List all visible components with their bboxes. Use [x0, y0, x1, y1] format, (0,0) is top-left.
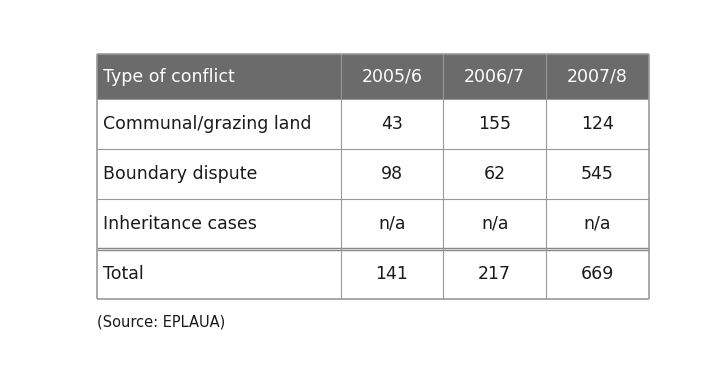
- Text: Boundary dispute: Boundary dispute: [103, 165, 257, 183]
- Bar: [97, 199, 648, 249]
- Text: n/a: n/a: [378, 215, 406, 233]
- Text: Inheritance cases: Inheritance cases: [103, 215, 257, 233]
- Text: 2007/8: 2007/8: [567, 68, 628, 86]
- Text: 545: 545: [581, 165, 614, 183]
- Text: 155: 155: [478, 115, 511, 133]
- Text: n/a: n/a: [481, 215, 508, 233]
- Text: 98: 98: [381, 165, 403, 183]
- Bar: [97, 249, 648, 299]
- Text: 124: 124: [581, 115, 614, 133]
- Text: 2006/7: 2006/7: [464, 68, 525, 86]
- Bar: [97, 149, 648, 199]
- Bar: [97, 54, 648, 99]
- Text: Total: Total: [103, 265, 144, 283]
- Text: 217: 217: [478, 265, 511, 283]
- Text: n/a: n/a: [584, 215, 611, 233]
- Text: Type of conflict: Type of conflict: [103, 68, 235, 86]
- Text: 141: 141: [376, 265, 409, 283]
- Text: 669: 669: [581, 265, 614, 283]
- Text: 43: 43: [381, 115, 403, 133]
- Bar: [97, 99, 648, 149]
- Text: Communal/grazing land: Communal/grazing land: [103, 115, 312, 133]
- Text: 62: 62: [483, 165, 506, 183]
- Text: 2005/6: 2005/6: [361, 68, 422, 86]
- Text: (Source: EPLAUA): (Source: EPLAUA): [97, 314, 225, 329]
